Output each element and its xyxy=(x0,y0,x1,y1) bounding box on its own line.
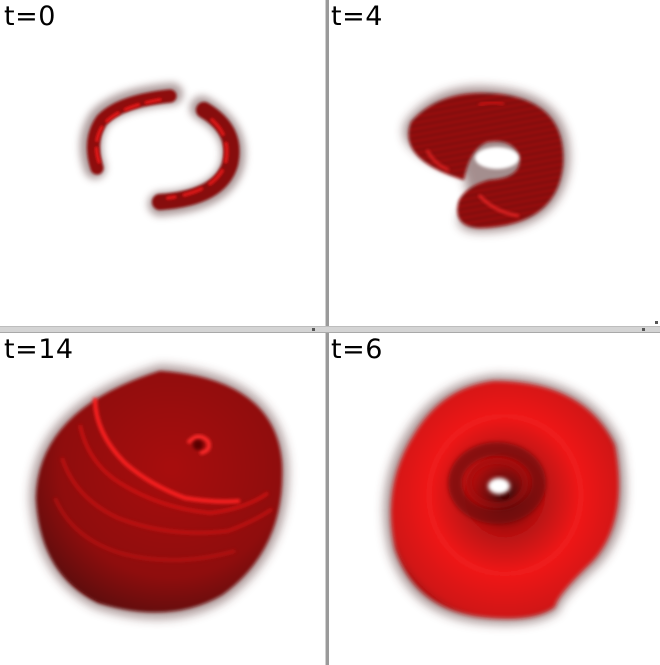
panel-t0: t=0 xyxy=(0,0,325,326)
time-label: t=14 xyxy=(4,334,74,365)
time-label: t=6 xyxy=(331,334,383,365)
torus-hole xyxy=(488,478,510,494)
open-torus-render xyxy=(403,86,570,232)
time-label: t=0 xyxy=(4,1,56,32)
closed-torus-render xyxy=(384,375,626,625)
fragment-left-arc xyxy=(86,89,177,175)
corner-marker xyxy=(642,328,645,331)
disc-body xyxy=(36,371,283,613)
panel-t14: t=14 xyxy=(0,333,325,665)
filled-disc-render xyxy=(30,365,289,619)
corner-marker xyxy=(655,321,658,324)
panel-t6: t=6 xyxy=(329,333,660,665)
corner-marker xyxy=(312,328,315,331)
ring-fragments-render xyxy=(80,83,246,216)
torus-body xyxy=(408,93,564,228)
panel-t4: t=4 xyxy=(329,0,660,326)
torus-body xyxy=(390,381,619,619)
time-label: t=4 xyxy=(331,1,383,32)
fragment-right-arc xyxy=(152,102,240,210)
horizontal-divider xyxy=(0,326,660,333)
